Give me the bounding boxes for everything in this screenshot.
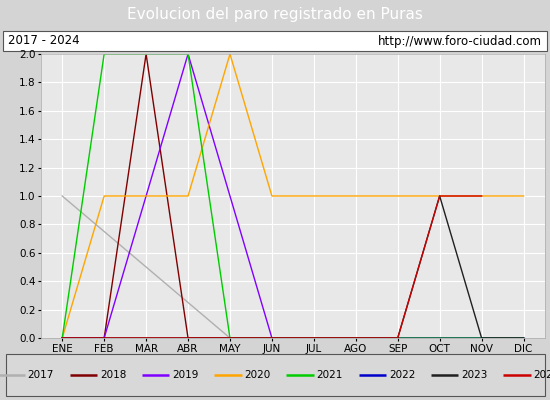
Text: 2020: 2020: [244, 370, 271, 380]
FancyBboxPatch shape: [6, 354, 544, 396]
Text: 2024: 2024: [534, 370, 550, 380]
Text: 2017: 2017: [28, 370, 54, 380]
Text: 2017 - 2024: 2017 - 2024: [8, 34, 80, 48]
Text: 2019: 2019: [172, 370, 199, 380]
Text: http://www.foro-ciudad.com: http://www.foro-ciudad.com: [378, 34, 542, 48]
Text: 2021: 2021: [317, 370, 343, 380]
Text: 2018: 2018: [100, 370, 126, 380]
Text: Evolucion del paro registrado en Puras: Evolucion del paro registrado en Puras: [127, 8, 423, 22]
FancyBboxPatch shape: [3, 31, 547, 51]
Text: 2023: 2023: [461, 370, 488, 380]
Text: 2022: 2022: [389, 370, 415, 380]
